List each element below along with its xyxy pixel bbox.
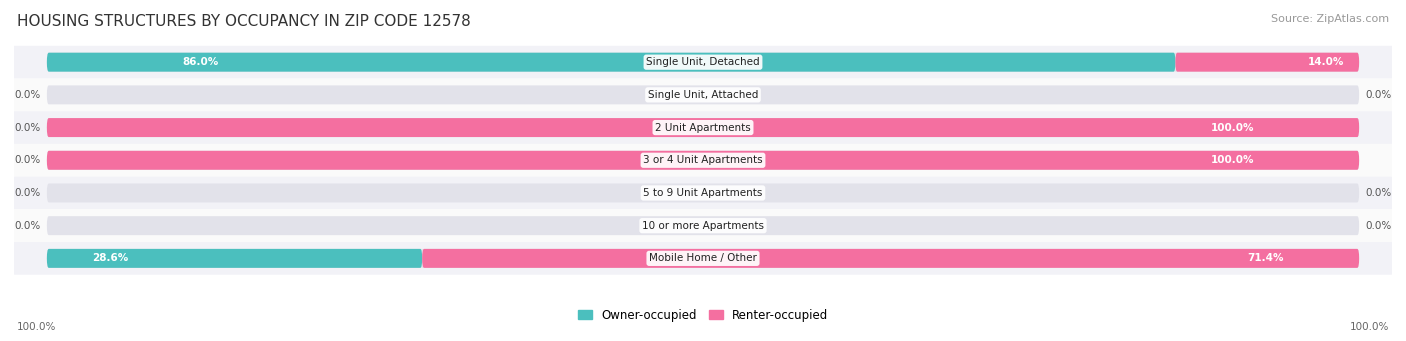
Text: 0.0%: 0.0% <box>14 155 41 165</box>
FancyBboxPatch shape <box>46 53 1360 72</box>
Text: 10 or more Apartments: 10 or more Apartments <box>643 221 763 231</box>
FancyBboxPatch shape <box>14 46 1392 78</box>
Text: 71.4%: 71.4% <box>1247 253 1284 263</box>
Text: 0.0%: 0.0% <box>1365 90 1392 100</box>
Text: 100.0%: 100.0% <box>17 322 56 332</box>
Text: 100.0%: 100.0% <box>1350 322 1389 332</box>
FancyBboxPatch shape <box>14 111 1392 144</box>
FancyBboxPatch shape <box>46 249 1360 268</box>
Text: Source: ZipAtlas.com: Source: ZipAtlas.com <box>1271 14 1389 24</box>
FancyBboxPatch shape <box>1175 53 1360 72</box>
FancyBboxPatch shape <box>14 78 1392 111</box>
Text: 0.0%: 0.0% <box>1365 188 1392 198</box>
FancyBboxPatch shape <box>14 144 1392 177</box>
Text: Single Unit, Attached: Single Unit, Attached <box>648 90 758 100</box>
Text: 28.6%: 28.6% <box>91 253 128 263</box>
Text: 100.0%: 100.0% <box>1211 155 1254 165</box>
Text: HOUSING STRUCTURES BY OCCUPANCY IN ZIP CODE 12578: HOUSING STRUCTURES BY OCCUPANCY IN ZIP C… <box>17 14 471 29</box>
Text: 5 to 9 Unit Apartments: 5 to 9 Unit Apartments <box>644 188 762 198</box>
Text: 2 Unit Apartments: 2 Unit Apartments <box>655 122 751 133</box>
FancyBboxPatch shape <box>46 183 1360 203</box>
FancyBboxPatch shape <box>46 151 1360 170</box>
Text: 0.0%: 0.0% <box>14 188 41 198</box>
Text: 0.0%: 0.0% <box>14 221 41 231</box>
FancyBboxPatch shape <box>14 209 1392 242</box>
Legend: Owner-occupied, Renter-occupied: Owner-occupied, Renter-occupied <box>572 304 834 326</box>
Text: 3 or 4 Unit Apartments: 3 or 4 Unit Apartments <box>643 155 763 165</box>
Text: 14.0%: 14.0% <box>1308 57 1344 67</box>
FancyBboxPatch shape <box>46 216 1360 235</box>
Text: 0.0%: 0.0% <box>14 90 41 100</box>
FancyBboxPatch shape <box>14 242 1392 275</box>
FancyBboxPatch shape <box>14 177 1392 209</box>
FancyBboxPatch shape <box>46 118 1360 137</box>
Text: 86.0%: 86.0% <box>183 57 218 67</box>
FancyBboxPatch shape <box>422 249 1360 268</box>
Text: 0.0%: 0.0% <box>14 122 41 133</box>
FancyBboxPatch shape <box>46 85 1360 104</box>
Text: 0.0%: 0.0% <box>1365 221 1392 231</box>
FancyBboxPatch shape <box>46 118 1360 137</box>
FancyBboxPatch shape <box>46 249 422 268</box>
Text: Single Unit, Detached: Single Unit, Detached <box>647 57 759 67</box>
FancyBboxPatch shape <box>46 151 1360 170</box>
Text: 100.0%: 100.0% <box>1211 122 1254 133</box>
Text: Mobile Home / Other: Mobile Home / Other <box>650 253 756 263</box>
FancyBboxPatch shape <box>46 53 1175 72</box>
